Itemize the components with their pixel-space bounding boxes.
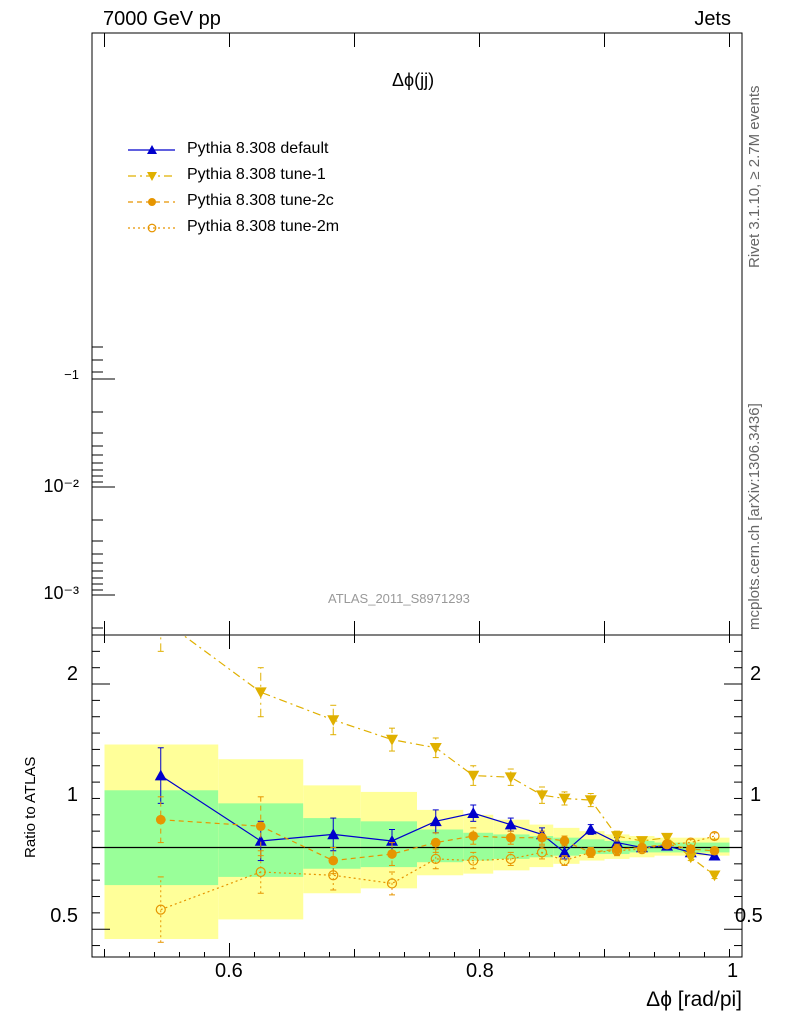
ratio-panel-frame xyxy=(91,634,743,958)
process-label: Jets xyxy=(694,8,731,30)
legend-label-tune-1: Pythia 8.308 tune-1 xyxy=(187,166,326,183)
data-point-2-6 xyxy=(505,832,516,843)
legend-label-tune-2c: Pythia 8.308 tune-2c xyxy=(187,192,334,209)
series-line-1 xyxy=(181,635,715,876)
data-point-3-10 xyxy=(611,845,623,856)
data-point-1-3 xyxy=(386,734,398,746)
data-point-0-0 xyxy=(154,769,167,781)
series-3 xyxy=(155,830,720,943)
xtick-label-08: 0.8 xyxy=(466,960,494,982)
collision-label: 7000 GeV pp xyxy=(103,8,221,30)
ratio-ytick-label-1-left: 1 xyxy=(66,784,78,806)
data-point-1-14 xyxy=(708,870,721,882)
data-point-1-10 xyxy=(611,831,623,843)
data-point-3-8 xyxy=(559,855,570,866)
ratio-ytick-label-2-left: 2 xyxy=(66,663,78,685)
ratio-ytick-label-1-right: 1 xyxy=(750,784,762,806)
data-point-2-5 xyxy=(468,831,479,841)
data-point-3-1 xyxy=(255,866,266,878)
data-point-2-1 xyxy=(255,821,266,832)
xtick-label-1: 1 xyxy=(727,960,739,982)
data-point-3-13 xyxy=(685,837,696,848)
data-point-2-4 xyxy=(430,837,441,848)
main-y-ticks xyxy=(92,346,115,629)
data-point-1-7 xyxy=(536,790,548,802)
data-point-3-7 xyxy=(536,847,548,858)
series-1 xyxy=(155,614,721,882)
data-point-3-14 xyxy=(709,830,720,842)
data-point-1-6 xyxy=(504,772,517,784)
legend-marker-0 xyxy=(147,145,157,154)
rivet-version-label: Rivet 3.1.10, ≥ 2.7M events xyxy=(746,85,763,269)
legend-label-tune-2m: Pythia 8.308 tune-2m xyxy=(187,218,340,235)
band-inner-0 xyxy=(104,790,219,886)
ratio-ytick-label-05-left: 0.5 xyxy=(50,905,78,927)
data-point-3-5 xyxy=(468,855,479,866)
main-ytick-label-1: −1 xyxy=(64,367,79,382)
ratio-series-group xyxy=(154,614,721,943)
data-point-0-9 xyxy=(584,823,597,835)
data-point-0-6 xyxy=(504,818,517,830)
data-point-2-8 xyxy=(559,836,570,846)
data-point-3-2 xyxy=(328,870,339,881)
legend-marker-2 xyxy=(148,198,156,206)
data-point-3-4 xyxy=(430,853,441,865)
data-point-2-7 xyxy=(537,832,547,843)
ratio-uncertainty-bands xyxy=(104,744,730,940)
legend-markers xyxy=(128,145,175,233)
data-point-2-12 xyxy=(662,839,672,850)
data-point-1-12 xyxy=(661,832,673,844)
analysis-watermark: ATLAS_2011_S8971293 xyxy=(328,591,470,606)
ratio-ytick-label-05-right: 0.5 xyxy=(735,905,763,927)
plot-title: Δϕ(jj) xyxy=(392,70,435,90)
data-point-3-12 xyxy=(661,839,673,850)
xtick-label-06: 0.6 xyxy=(215,960,243,982)
data-point-2-0 xyxy=(155,814,166,825)
data-point-1-2 xyxy=(327,715,340,726)
data-point-3-3 xyxy=(386,878,398,889)
band-inner-7 xyxy=(529,836,554,858)
data-point-1-1 xyxy=(254,687,267,699)
data-point-0-4 xyxy=(429,815,442,827)
ratio-ytick-label-2-right: 2 xyxy=(750,663,762,685)
data-point-0-5 xyxy=(467,807,480,818)
data-point-3-9 xyxy=(585,847,596,858)
ratio-axis-ticks xyxy=(92,33,742,957)
legend-marker-1 xyxy=(147,172,157,181)
data-point-2-14 xyxy=(709,845,720,856)
data-point-0-1 xyxy=(254,834,267,846)
data-point-1-4 xyxy=(429,742,442,754)
band-inner-9 xyxy=(579,839,605,855)
band-inner-8 xyxy=(553,837,580,856)
data-point-3-11 xyxy=(636,844,648,855)
data-point-1-5 xyxy=(467,770,480,782)
data-point-2-3 xyxy=(387,849,397,859)
main-ytick-label-2: 10⁻² xyxy=(43,476,79,496)
data-point-1-0 xyxy=(155,614,167,625)
x-axis-label: Δϕ [rad/pi] xyxy=(646,988,742,1011)
data-point-1-9 xyxy=(584,795,597,807)
data-point-1-11 xyxy=(636,836,648,847)
legend-marker-3 xyxy=(147,223,157,233)
data-point-0-8 xyxy=(558,846,571,858)
main-panel-frame xyxy=(91,32,743,636)
legend-label-default: Pythia 8.308 default xyxy=(187,140,329,157)
mcplots-reference-label: mcplots.cern.ch [arXiv:1306.3436] xyxy=(746,403,763,630)
data-point-0-2 xyxy=(327,828,340,840)
data-point-1-8 xyxy=(558,793,571,805)
data-point-3-6 xyxy=(505,853,516,865)
data-point-1-13 xyxy=(684,852,697,864)
data-point-2-9 xyxy=(585,847,596,858)
main-ytick-label-3: 10⁻³ xyxy=(43,583,79,603)
ratio-ylabel: Ratio to ATLAS xyxy=(22,756,39,858)
data-point-3-0 xyxy=(155,904,166,915)
